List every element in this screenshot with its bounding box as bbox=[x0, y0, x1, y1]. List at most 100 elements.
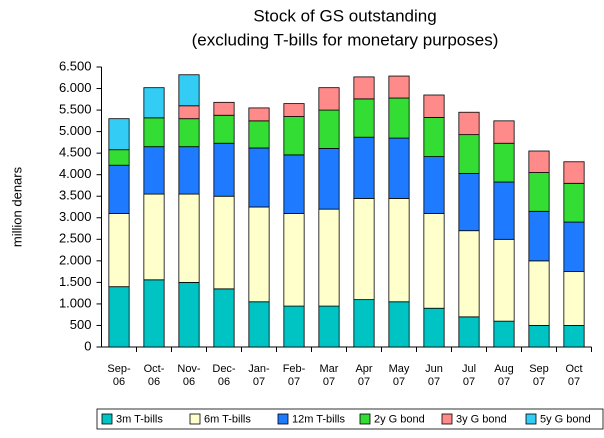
bar-segment bbox=[178, 146, 200, 195]
x-tick-label: Apr bbox=[355, 363, 372, 375]
bar-segment bbox=[213, 114, 235, 144]
bar-segment bbox=[108, 286, 130, 348]
legend-swatch bbox=[441, 413, 453, 425]
y-tick-label: 0 bbox=[84, 338, 91, 353]
bar-segment bbox=[563, 182, 585, 223]
bar-segment bbox=[248, 120, 270, 149]
bar-segment bbox=[493, 320, 515, 348]
bar-segment bbox=[563, 271, 585, 326]
bar-segment bbox=[108, 118, 130, 151]
bar-segment bbox=[283, 213, 305, 307]
x-tick-label: 07 bbox=[568, 376, 580, 388]
y-tick-label: 5.500 bbox=[59, 102, 92, 117]
bar-segment bbox=[108, 149, 130, 166]
bar-segment bbox=[458, 111, 480, 136]
y-tick-label: 5.000 bbox=[59, 123, 92, 138]
bar-segment bbox=[353, 136, 375, 199]
bar-segment bbox=[213, 101, 235, 116]
legend-swatch bbox=[101, 413, 113, 425]
bar-segment bbox=[563, 161, 585, 184]
legend-swatch bbox=[359, 413, 371, 425]
y-tick-label: 2.500 bbox=[59, 231, 92, 246]
x-tick-label: Oct- bbox=[144, 363, 165, 375]
bar-segment bbox=[353, 299, 375, 348]
bar-segment bbox=[318, 148, 340, 210]
y-tick-label: 6.500 bbox=[59, 58, 92, 73]
x-tick-label: Aug bbox=[494, 363, 514, 375]
y-tick-label: 2.000 bbox=[59, 252, 92, 267]
bar-segment bbox=[213, 142, 235, 197]
bar-segment bbox=[423, 307, 445, 348]
x-tick-label: Nov- bbox=[177, 363, 201, 375]
bar-segment bbox=[178, 193, 200, 283]
bar-segment bbox=[318, 109, 340, 149]
x-tick-label: Sep- bbox=[107, 363, 131, 375]
bar-segment bbox=[318, 87, 340, 111]
bar-segment bbox=[248, 206, 270, 303]
bar-segment bbox=[318, 208, 340, 307]
legend-swatch bbox=[277, 413, 289, 425]
bar-segment bbox=[178, 281, 200, 348]
y-axis-label: million denars bbox=[9, 166, 24, 247]
bar-segment bbox=[178, 105, 200, 120]
bar-segment bbox=[528, 260, 550, 326]
x-tick-label: 07 bbox=[428, 376, 440, 388]
x-tick-label: Oct bbox=[565, 363, 582, 375]
y-tick-label: 500 bbox=[70, 317, 92, 332]
bar-segment bbox=[178, 118, 200, 148]
bar-segment bbox=[283, 103, 305, 117]
bar-segment bbox=[528, 172, 550, 212]
bar-segment bbox=[493, 238, 515, 322]
bar-segment bbox=[388, 97, 410, 139]
bar-segment bbox=[528, 210, 550, 262]
bar-segment bbox=[388, 301, 410, 348]
bar-segment bbox=[423, 156, 445, 214]
x-tick-label: 07 bbox=[358, 376, 370, 388]
x-tick-label: 06 bbox=[113, 376, 125, 388]
bar-segment bbox=[143, 117, 165, 148]
legend-label: 6m T-bills bbox=[204, 413, 251, 425]
bar-segment bbox=[353, 98, 375, 138]
y-tick-label: 1.500 bbox=[59, 274, 92, 289]
bar-segment bbox=[143, 146, 165, 195]
bar-segment bbox=[423, 117, 445, 158]
bar-segment bbox=[563, 221, 585, 273]
bar-segment bbox=[108, 213, 130, 288]
legend: 3m T-bills 6m T-bills 12m T-bills 2y G bond… bbox=[96, 408, 604, 430]
bar-segment bbox=[143, 193, 165, 281]
bar-segment bbox=[283, 305, 305, 348]
y-tick-label: 4.500 bbox=[59, 145, 92, 160]
bar-segment bbox=[493, 120, 515, 144]
bar-segment bbox=[493, 142, 515, 183]
chart-subtitle: (excluding T-bills for monetary purposes… bbox=[192, 30, 499, 49]
bar-segment bbox=[458, 172, 480, 232]
bar-segment bbox=[423, 213, 445, 309]
x-tick-label: 06 bbox=[218, 376, 230, 388]
x-tick-label: Mar bbox=[320, 363, 339, 375]
bar-segment bbox=[423, 94, 445, 118]
legend-label: 12m T-bills bbox=[292, 413, 345, 425]
x-tick-label: Dec- bbox=[212, 363, 236, 375]
x-tick-label: 07 bbox=[463, 376, 475, 388]
bar-segment bbox=[528, 325, 550, 348]
x-tick-label: 06 bbox=[183, 376, 195, 388]
bar-segment bbox=[108, 164, 130, 214]
bar-segment bbox=[283, 154, 305, 214]
y-tick-label: 6.000 bbox=[59, 80, 92, 95]
y-tick-label: 4.000 bbox=[59, 166, 92, 181]
bar-segment bbox=[143, 279, 165, 348]
legend-label: 3y G bond bbox=[456, 413, 507, 425]
bar-segment bbox=[213, 195, 235, 290]
legend-label: 5y G bond bbox=[540, 413, 591, 425]
x-tick-label: Feb- bbox=[283, 363, 306, 375]
y-tick-label: 3.000 bbox=[59, 209, 92, 224]
legend-label: 3m T-bills bbox=[116, 413, 163, 425]
bar-segment bbox=[143, 87, 165, 119]
bar-segment bbox=[248, 147, 270, 208]
bar-segment bbox=[493, 181, 515, 240]
bar-segment bbox=[563, 325, 585, 348]
bar-segment bbox=[318, 305, 340, 348]
legend-swatch bbox=[189, 413, 201, 425]
x-tick-label: Jul bbox=[462, 363, 476, 375]
